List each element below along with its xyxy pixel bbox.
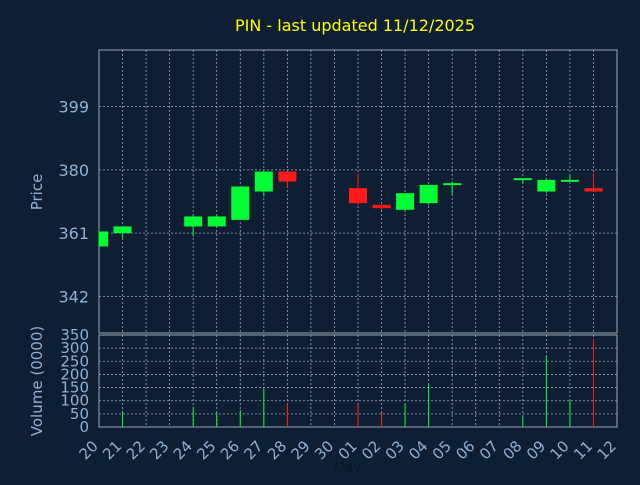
candle-body-02 [372, 204, 391, 209]
volume-tick-label: 200 [60, 365, 89, 383]
candle-body-08 [513, 178, 532, 181]
candle-body-24 [184, 216, 203, 227]
price-tick-label: 380 [58, 161, 89, 180]
candle-body-28 [278, 171, 297, 182]
volume-tick-label: 150 [60, 379, 89, 397]
candle-body-01 [349, 188, 367, 204]
candle-body-09 [537, 179, 556, 192]
price-tick-label: 361 [58, 224, 89, 243]
volume-tick-label: 0 [79, 418, 89, 436]
volume-tick-label: 100 [60, 392, 89, 410]
price-tick-label: 342 [58, 287, 89, 306]
candle-body-10 [560, 179, 579, 182]
x-axis-label: Day [334, 460, 362, 476]
price-axis-label: Price [28, 174, 46, 211]
candle-body-26 [231, 186, 250, 220]
candle-body-21 [113, 226, 132, 234]
volume-tick-label: 300 [60, 339, 89, 357]
candle-body-27 [254, 171, 273, 192]
chart-title: PIN - last updated 11/12/2025 [235, 16, 475, 35]
volume-tick-label: 50 [70, 405, 89, 423]
price-tick-label: 399 [58, 98, 89, 117]
candle-body-25 [207, 216, 226, 227]
volume-tick-label: 250 [60, 352, 89, 370]
volume-tick-label: 350 [60, 326, 89, 344]
candle-body-05 [443, 183, 462, 186]
volume-axis-label: Volume (0000) [28, 326, 46, 436]
candle-body-11 [584, 188, 603, 192]
candle-body-20 [99, 231, 108, 247]
price-panel: 342 361 380 399 [58, 49, 618, 334]
candle-body-04 [419, 184, 438, 204]
candle-body-03 [396, 193, 415, 210]
